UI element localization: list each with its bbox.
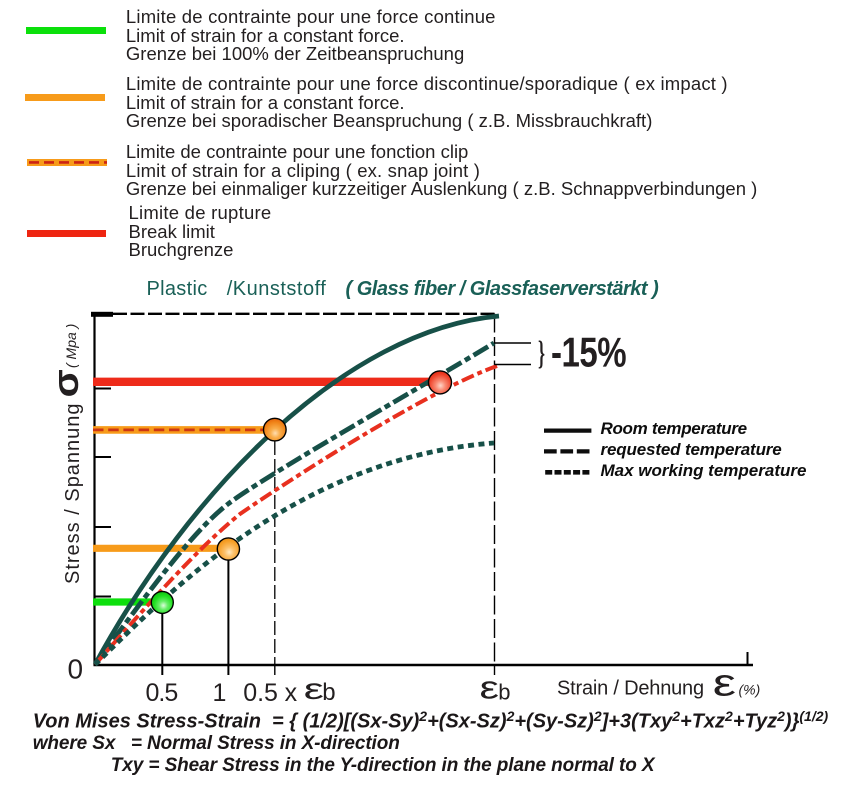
- svg-text:0.5 x: 0.5 x: [243, 679, 297, 707]
- svg-text:(%): (%): [739, 682, 761, 698]
- svg-text:ε: ε: [304, 672, 324, 706]
- svg-text:1: 1: [213, 679, 227, 707]
- svg-text:ε: ε: [480, 670, 499, 706]
- svg-text:b: b: [498, 680, 510, 705]
- svg-text:ε: ε: [713, 661, 736, 704]
- svg-text:0: 0: [68, 653, 84, 684]
- svg-text:Stress / Spannung: Stress / Spannung: [62, 402, 84, 584]
- svg-text:0.5: 0.5: [146, 679, 178, 707]
- svg-text:b: b: [322, 679, 335, 706]
- svg-text:σ: σ: [46, 369, 86, 397]
- svg-text:Strain / Dehnung: Strain / Dehnung: [557, 678, 704, 700]
- svg-text:( Mpa ): ( Mpa ): [63, 324, 79, 368]
